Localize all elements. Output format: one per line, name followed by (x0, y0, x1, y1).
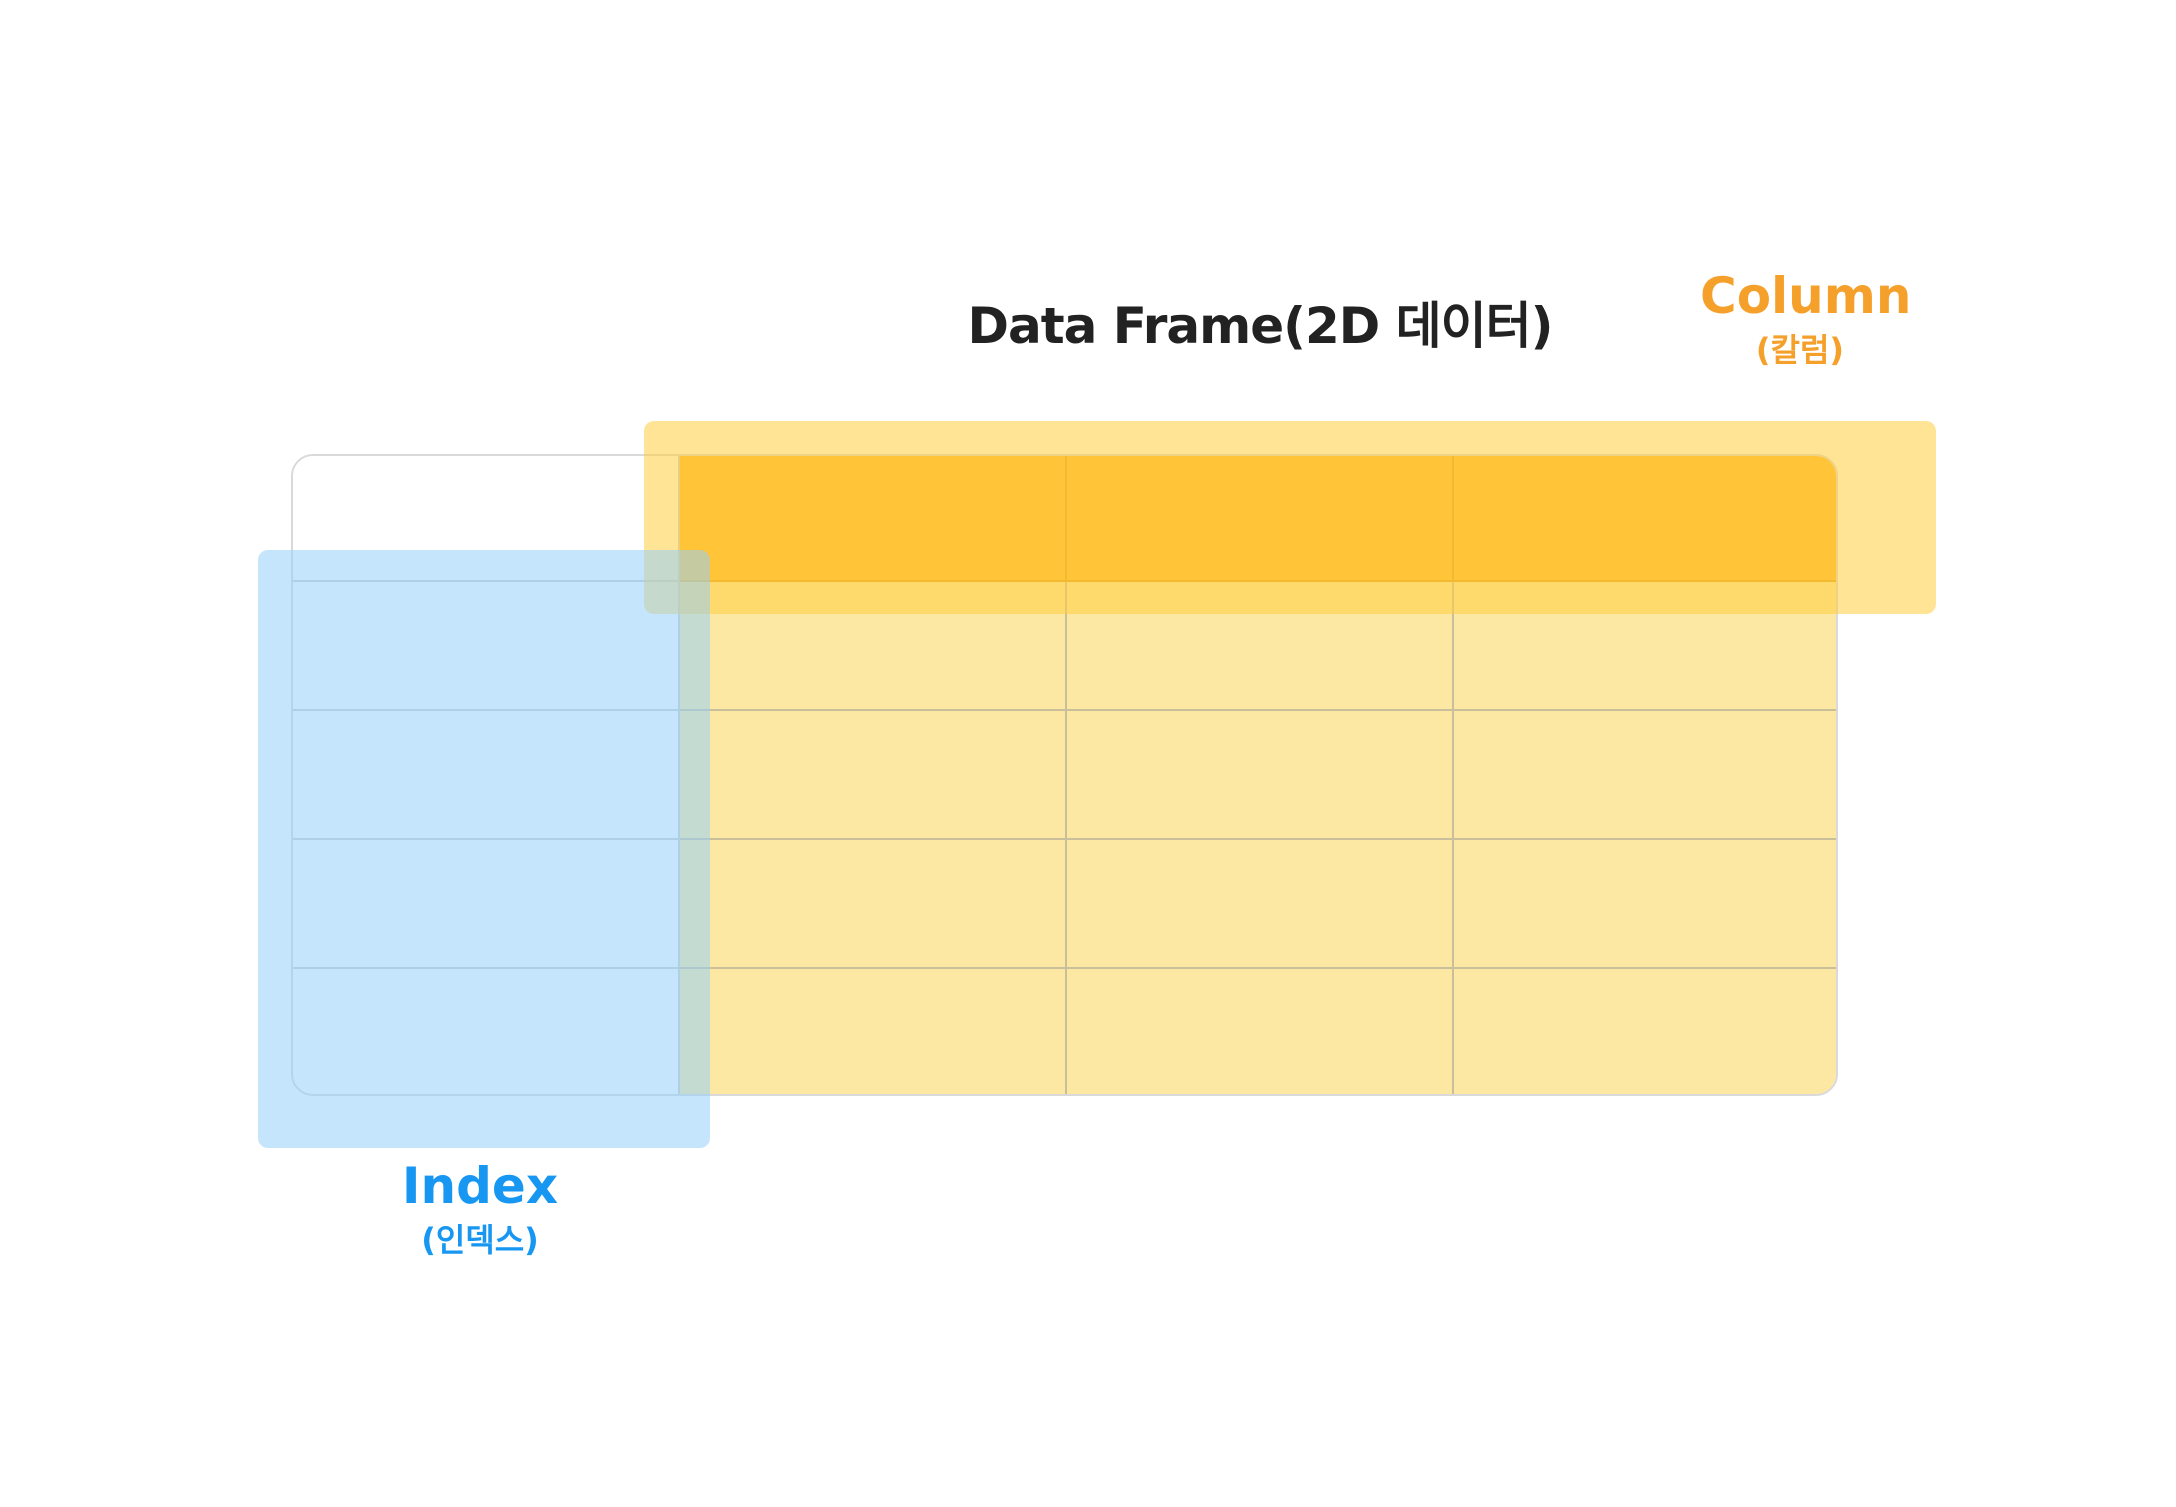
index-label: Index (401, 1157, 559, 1215)
data-cell (1067, 711, 1454, 840)
column-label-group: Column (칼럼) (1700, 266, 1912, 372)
data-cell (1454, 711, 1836, 840)
index-highlight-overlay (258, 550, 710, 1148)
data-cell (1067, 969, 1454, 1094)
data-cell (680, 969, 1067, 1094)
index-sublabel: (인덱스) (421, 1221, 539, 1259)
index-label-group: Index (인덱스) (380, 1156, 580, 1262)
column-sublabel: (칼럼) (1755, 331, 1845, 369)
data-cell (1454, 840, 1836, 969)
column-label: Column (1700, 267, 1912, 325)
data-cell (680, 840, 1067, 969)
data-cell (1067, 840, 1454, 969)
data-cell (1454, 969, 1836, 1094)
column-highlight-overlay (644, 421, 1936, 614)
data-cell (680, 711, 1067, 840)
diagram-title: Data Frame(2D 데이터) (967, 297, 1553, 355)
